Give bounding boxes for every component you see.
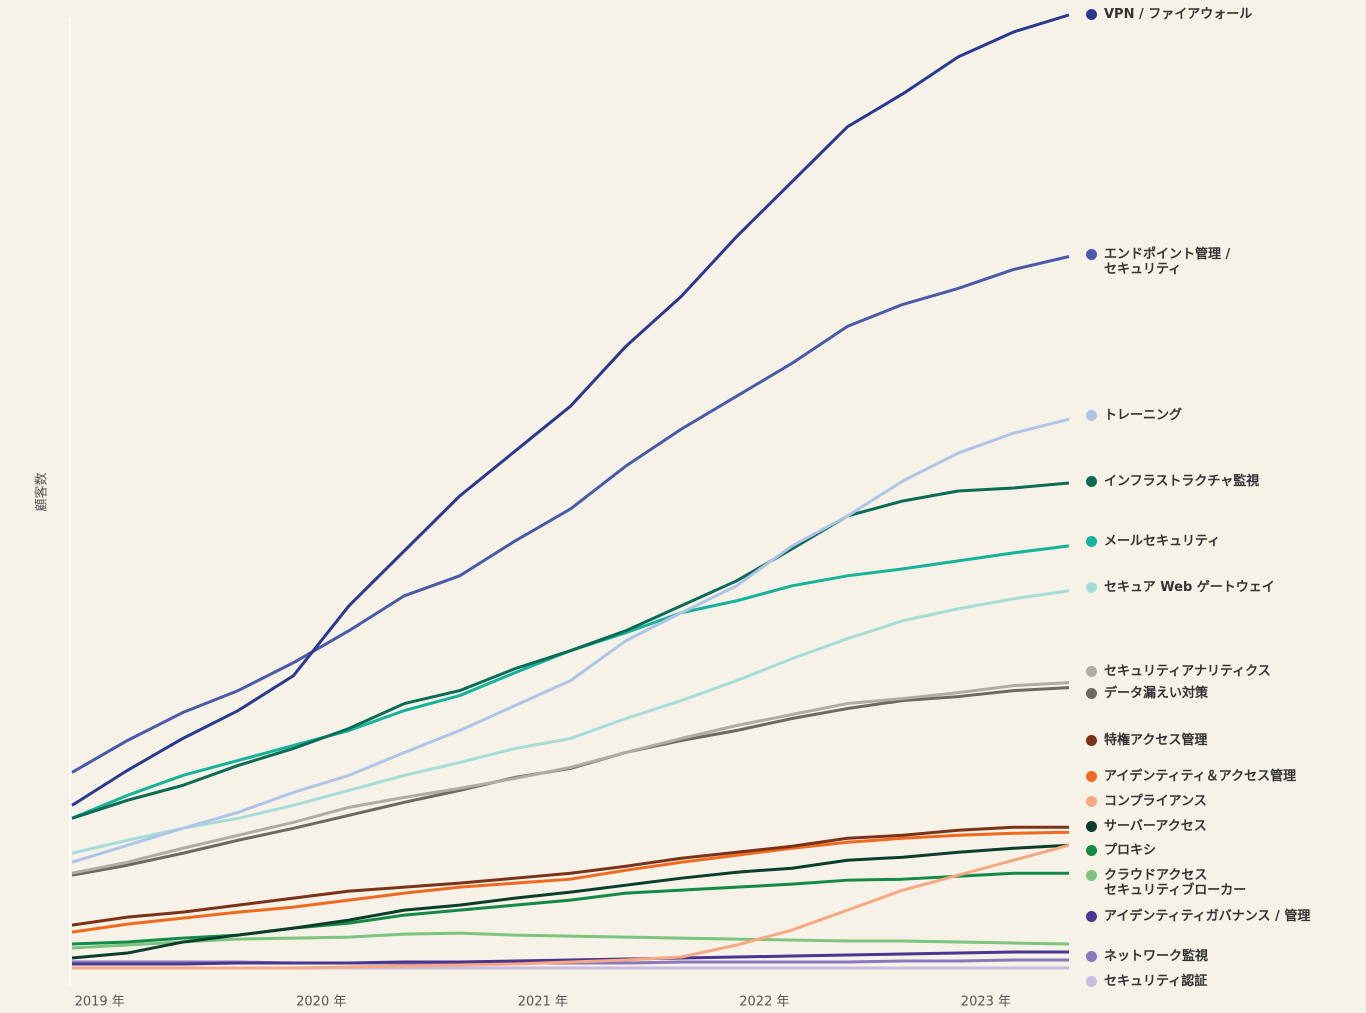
legend-swatch xyxy=(1086,476,1097,487)
legend-swatch xyxy=(1086,410,1097,421)
legend-swatch xyxy=(1086,771,1097,782)
legend-label: クラウドアクセス セキュリティブローカー xyxy=(1104,868,1247,898)
legend-swatch xyxy=(1086,735,1097,746)
series-line xyxy=(71,13,1070,807)
legend-label: コンプライアンス xyxy=(1104,794,1207,809)
legend-swatch xyxy=(1086,9,1097,20)
series-line xyxy=(71,417,1070,864)
legend-label: プロキシ xyxy=(1104,843,1157,858)
legend-label: セキュア Web ゲートウェイ xyxy=(1104,580,1275,595)
legend-label: セキュリティアナリティクス xyxy=(1104,664,1271,679)
legend-item: セキュリティアナリティクス xyxy=(1086,664,1271,679)
legend-item: トレーニング xyxy=(1086,408,1182,423)
legend-label: アイデンティティ＆アクセス管理 xyxy=(1104,769,1297,784)
legend-label: ネットワーク監視 xyxy=(1104,949,1209,964)
legend-swatch xyxy=(1086,951,1097,962)
legend-item: インフラストラクチャ監視 xyxy=(1086,474,1259,489)
legend-item: アイデンティティガバナンス / 管理 xyxy=(1086,909,1310,924)
x-tick-label: 2019 年 xyxy=(75,995,125,1010)
series-line xyxy=(71,825,1069,927)
legend-swatch xyxy=(1086,845,1097,856)
x-tick-label: 2022 年 xyxy=(739,995,789,1010)
legend-swatch xyxy=(1086,976,1097,987)
legend-swatch xyxy=(1086,688,1097,699)
legend-item: クラウドアクセス セキュリティブローカー xyxy=(1086,868,1246,898)
legend-item: コンプライアンス xyxy=(1086,794,1207,809)
legend-swatch xyxy=(1086,249,1097,260)
legend-swatch xyxy=(1086,870,1097,881)
series-line xyxy=(71,589,1070,855)
series-line xyxy=(71,931,1070,950)
legend-item: アイデンティティ＆アクセス管理 xyxy=(1086,769,1296,784)
legend-item: セキュア Web ゲートウェイ xyxy=(1086,580,1275,595)
x-tick-label: 2023 年 xyxy=(961,995,1011,1010)
legend-label: 特権アクセス管理 xyxy=(1104,733,1208,748)
legend-item: ネットワーク監視 xyxy=(1086,949,1208,964)
legend-item: データ漏えい対策 xyxy=(1086,686,1208,701)
legend-item: サーバーアクセス xyxy=(1086,819,1207,834)
x-tick-label: 2021 年 xyxy=(518,995,568,1010)
legend-item: 特権アクセス管理 xyxy=(1086,733,1207,748)
legend-swatch xyxy=(1086,796,1097,807)
legend-label: エンドポイント管理 / セキュリティ xyxy=(1104,247,1231,277)
legend-label: サーバーアクセス xyxy=(1104,819,1207,834)
legend-swatch xyxy=(1086,582,1097,593)
legend-item: メールセキュリティ xyxy=(1086,534,1220,549)
series-line xyxy=(71,681,1070,875)
legend-label: インフラストラクチャ監視 xyxy=(1104,474,1260,489)
legend-swatch xyxy=(1086,821,1097,832)
legend-label: VPN / ファイアウォール xyxy=(1104,7,1253,22)
series-line xyxy=(71,830,1070,934)
legend-swatch xyxy=(1086,536,1097,547)
legend-label: メールセキュリティ xyxy=(1104,534,1221,549)
legend-label: セキュリティ認証 xyxy=(1104,974,1208,989)
series-line xyxy=(71,843,1070,960)
legend-label: トレーニング xyxy=(1104,408,1183,423)
legend-label: データ漏えい対策 xyxy=(1104,686,1209,701)
legend-item: セキュリティ認証 xyxy=(1086,974,1207,989)
legend-label: アイデンティティガバナンス / 管理 xyxy=(1104,909,1311,924)
legend-item: エンドポイント管理 / セキュリティ xyxy=(1086,247,1230,277)
series-line xyxy=(71,481,1070,820)
series-line xyxy=(71,686,1070,877)
x-tick-label: 2020 年 xyxy=(296,995,346,1010)
legend-item: VPN / ファイアウォール xyxy=(1086,7,1252,22)
series-line xyxy=(71,255,1070,774)
legend-item: プロキシ xyxy=(1086,843,1156,858)
legend-swatch xyxy=(1086,911,1097,922)
y-axis-label: 顧客数 xyxy=(34,472,50,511)
series-line xyxy=(72,950,1069,966)
legend-swatch xyxy=(1086,666,1097,677)
series-line xyxy=(72,843,1070,970)
